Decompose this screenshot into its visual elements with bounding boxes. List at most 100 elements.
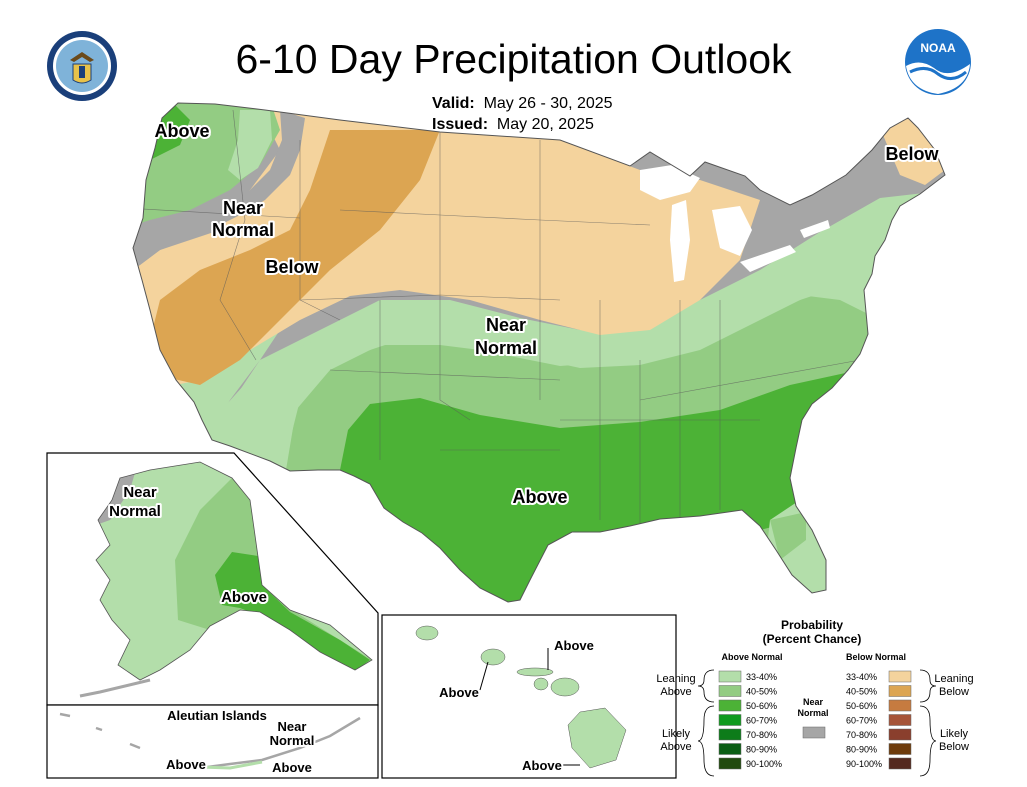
aleutian-inset: Aleutian Islands Near Normal Above Above — [46, 704, 379, 779]
alaska-peninsula-chain — [79, 678, 151, 698]
zone-below-33-40-maine — [880, 118, 945, 185]
conus-outline — [132, 102, 946, 603]
aleutian-title: Aleutian Islands — [167, 708, 267, 723]
zone-above-40-50-florida — [770, 512, 806, 560]
legend-above-range-3: 50-60% — [746, 701, 777, 711]
legend: Probability (Percent Chance) Above Norma… — [656, 618, 974, 777]
legend-likely-above-1: Likely — [662, 728, 691, 740]
legend-below-range-2: 40-50% — [846, 687, 877, 697]
label-above-northwest: Above — [154, 121, 209, 141]
legend-leaning-below-2: Below — [939, 686, 969, 698]
aleutian-label-above-1: Above — [166, 757, 206, 772]
legend-brace-leaning-below — [919, 669, 937, 703]
legend-above-swatch-3 — [718, 699, 742, 712]
legend-above-header: Above Normal — [721, 652, 782, 662]
issued-value: May 20, 2025 — [496, 116, 594, 133]
legend-above-swatch-1 — [718, 670, 742, 683]
label-above-south: Above — [512, 487, 567, 507]
hawaii-leader-2 — [479, 661, 489, 691]
legend-above-swatch-2 — [718, 685, 742, 697]
noaa-logo-text: NOAA — [920, 41, 956, 55]
aleutian-label-above-2: Above — [272, 760, 312, 775]
hawaii-island-lanai — [533, 677, 549, 691]
lake-michigan — [670, 200, 690, 282]
label-near-normal-central-2: Normal — [475, 338, 537, 358]
legend-below-swatch-6 — [888, 743, 912, 755]
legend-above-range-5: 70-80% — [746, 730, 777, 740]
legend-below-swatch-7 — [888, 757, 912, 770]
aleutian-chain-above — [169, 760, 263, 770]
hawaii-label-above-2: Above — [439, 685, 479, 700]
legend-above-swatch-6 — [718, 743, 742, 755]
legend-title-1: Probability — [781, 618, 843, 632]
legend-below-range-3: 50-60% — [846, 701, 877, 711]
legend-above-range-2: 40-50% — [746, 687, 777, 697]
legend-above-swatch-7 — [718, 757, 742, 770]
zone-near-normal-west-strip — [133, 110, 305, 265]
legend-above-swatch-5 — [718, 728, 742, 741]
lake-ontario — [800, 220, 830, 238]
legend-below-swatch-4 — [888, 714, 912, 726]
label-near-normal-central-1: Near — [486, 315, 526, 335]
lake-superior — [640, 165, 700, 200]
legend-brace-likely-below — [919, 705, 937, 777]
legend-below-swatches: 33-40% 40-50% 50-60% 60-70% 70-80% 80-90% 90-1… — [846, 670, 912, 770]
lake-huron — [712, 206, 752, 256]
legend-leaning-above-2: Above — [660, 686, 691, 698]
hawaii-label-above-3: Above — [522, 758, 562, 773]
hawaii-inset-frame — [381, 614, 677, 779]
legend-above-range-7: 90-100% — [746, 759, 782, 769]
page-title: 6-10 Day Precipitation Outlook — [235, 36, 792, 82]
ak-zone-above-50-60 — [215, 552, 370, 670]
lake-erie — [740, 245, 796, 272]
legend-title-2: (Percent Chance) — [763, 632, 862, 646]
legend-below-swatch-1 — [888, 670, 912, 683]
legend-leaning-above-1: Leaning — [656, 673, 695, 685]
valid-label: Valid: — [432, 95, 475, 112]
legend-above-range-6: 80-90% — [746, 745, 777, 755]
valid-value: May 26 - 30, 2025 — [483, 95, 613, 112]
hawaii-island-oahu — [480, 648, 506, 666]
label-below-west: Below — [265, 257, 319, 277]
legend-likely-below-1: Likely — [940, 728, 969, 740]
zone-below-40-50-west — [150, 130, 440, 385]
legend-below-range-6: 80-90% — [846, 745, 877, 755]
legend-likely-above-2: Above — [660, 741, 691, 753]
hawaii-label-above-1: Above — [554, 638, 594, 653]
issued-label: Issued: — [432, 116, 489, 133]
legend-below-swatch-2 — [888, 685, 912, 697]
hawaii-island-maui — [550, 677, 580, 697]
legend-above-range-4: 60-70% — [746, 716, 777, 726]
issued-line: Issued: May 20, 2025 — [432, 116, 594, 134]
noaa-logo: NOAA — [905, 29, 971, 95]
seal-icon — [47, 31, 117, 101]
legend-above-swatches: 33-40% 40-50% 50-60% 60-70% 70-80% 80-90% 90-1… — [718, 670, 782, 770]
legend-brace-likely-above — [697, 705, 715, 777]
legend-likely-below-2: Below — [939, 741, 969, 753]
hawaii-island-molokai — [516, 667, 554, 677]
valid-line: Valid: May 26 - 30, 2025 — [432, 95, 613, 113]
alaska-outline — [95, 461, 373, 681]
alaska-label-near-1: Near — [123, 484, 157, 501]
alaska-label-above: Above — [221, 589, 267, 606]
label-below-northeast: Below — [885, 144, 939, 164]
alaska-inset: Near Normal Above — [46, 452, 379, 706]
legend-brace-leaning-above — [697, 669, 715, 703]
aleutian-chain — [59, 712, 361, 770]
alaska-label-near-2: Normal — [109, 503, 161, 520]
legend-near-swatch — [802, 726, 826, 739]
zone-above-33-40-band — [200, 210, 945, 470]
ak-zone-above-40-50 — [175, 478, 372, 672]
aleutian-label-near-1: Near — [278, 719, 307, 734]
legend-below-range-5: 70-80% — [846, 730, 877, 740]
legend-below-range-1: 33-40% — [846, 672, 877, 682]
hawaii-island-kauai — [415, 625, 439, 641]
legend-below-range-4: 60-70% — [846, 716, 877, 726]
legend-below-range-7: 90-100% — [846, 759, 882, 769]
legend-below-header: Below Normal — [846, 652, 906, 662]
state-boundaries — [133, 109, 861, 530]
legend-below-swatch-5 — [888, 728, 912, 741]
legend-above-swatch-4 — [718, 714, 742, 726]
legend-near-label-1: Near — [803, 697, 824, 707]
